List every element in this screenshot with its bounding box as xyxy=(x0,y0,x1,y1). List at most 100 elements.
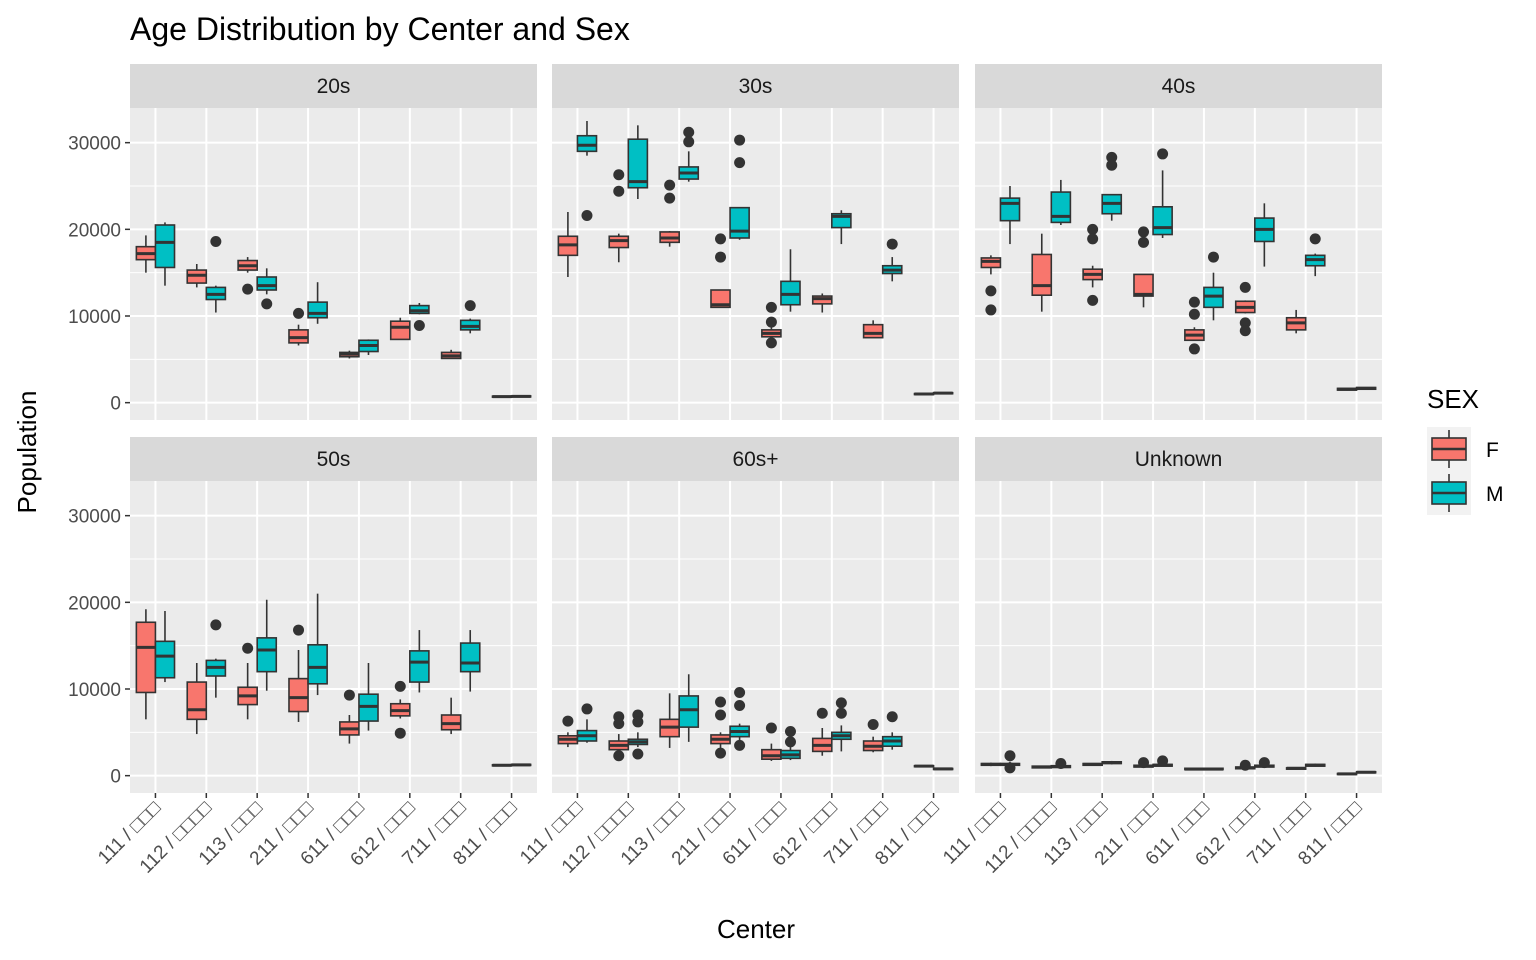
facet-strip-label: Unknown xyxy=(1135,448,1223,471)
box-m xyxy=(205,619,227,698)
box-m xyxy=(1050,758,1072,770)
box-m xyxy=(1050,179,1072,225)
facet-panels: 20s 0 10000 20000 30000 30s 40s 50s 0 10000 20000 3… xyxy=(68,64,1382,878)
outlier-point xyxy=(1004,762,1016,774)
box-m xyxy=(1152,148,1173,238)
box-f xyxy=(811,293,833,313)
outlier-point xyxy=(734,157,746,169)
outlier-point xyxy=(835,707,847,719)
box-m xyxy=(831,210,852,245)
box-f xyxy=(1133,757,1154,769)
box-iqr xyxy=(288,677,309,713)
box-iqr xyxy=(154,224,176,269)
outlier-point xyxy=(613,185,625,197)
panel-background xyxy=(130,108,537,420)
panel-background xyxy=(130,481,537,793)
outlier-point xyxy=(242,283,254,295)
outlier-point xyxy=(1106,159,1118,171)
y-tick-label: 30000 xyxy=(68,507,121,528)
outlier-point xyxy=(683,126,695,138)
outlier-point xyxy=(242,642,254,654)
box-f xyxy=(980,762,1002,767)
box-m xyxy=(1355,770,1377,774)
outlier-point xyxy=(581,209,593,221)
box-m xyxy=(459,630,481,692)
y-tick-label: 10000 xyxy=(68,680,121,701)
outlier-point xyxy=(1239,325,1251,337)
box-f xyxy=(710,696,731,759)
outlier-point xyxy=(765,301,777,313)
outlier-point xyxy=(464,300,476,312)
box-f xyxy=(288,624,309,722)
box-f xyxy=(608,711,630,762)
outlier-point xyxy=(886,711,898,723)
box-m xyxy=(1203,767,1224,771)
outlier-point xyxy=(562,715,574,727)
box-f xyxy=(710,233,731,309)
box-f xyxy=(913,392,935,396)
outlier-point xyxy=(1106,151,1118,163)
outlier-point xyxy=(1258,757,1270,769)
box-m xyxy=(409,630,430,693)
facet-strip-label: 20s xyxy=(317,75,351,98)
box-f xyxy=(608,169,630,263)
box-m xyxy=(999,186,1021,245)
box-f xyxy=(761,301,782,349)
box-f xyxy=(237,642,258,720)
box-m xyxy=(729,134,750,240)
box-iqr xyxy=(678,695,700,728)
facet-strip-label: 40s xyxy=(1162,75,1196,98)
facet-strip xyxy=(130,64,537,108)
outlier-point xyxy=(613,169,625,181)
outlier-point xyxy=(1138,757,1150,769)
legend-key-f xyxy=(1427,427,1471,471)
box-m xyxy=(307,282,328,324)
outlier-point xyxy=(1309,233,1321,245)
box-m xyxy=(409,303,430,332)
outlier-point xyxy=(1207,251,1219,263)
outlier-point xyxy=(985,304,997,316)
outlier-point xyxy=(394,680,406,692)
outlier-point xyxy=(784,725,796,737)
outlier-point xyxy=(1004,750,1016,762)
outlier-point xyxy=(715,696,727,708)
legend-label-f: F xyxy=(1486,439,1499,462)
box-f xyxy=(1031,233,1053,312)
y-tick-label: 0 xyxy=(110,767,121,788)
box-m xyxy=(1254,203,1275,267)
outlier-point xyxy=(210,619,222,631)
box-m xyxy=(932,391,954,395)
outlier-point xyxy=(1138,226,1150,238)
box-m xyxy=(154,611,176,683)
box-m xyxy=(358,663,379,731)
outlier-point xyxy=(632,748,644,760)
box-f xyxy=(1234,281,1256,337)
box-iqr xyxy=(627,138,649,189)
facet-strip xyxy=(552,437,959,481)
outlier-point xyxy=(1087,233,1099,245)
outlier-point xyxy=(715,233,727,245)
outlier-point xyxy=(765,337,777,349)
box-f xyxy=(237,257,258,295)
y-tick-label: 20000 xyxy=(68,220,121,241)
facet-panel-60s: 60s+111 / □□□112 / □□□□113 / □□□211 / □□… xyxy=(516,437,959,878)
box-iqr xyxy=(459,642,481,673)
y-tick-label: 0 xyxy=(110,394,121,415)
box-f xyxy=(1234,759,1256,771)
box-m xyxy=(1304,233,1326,277)
outlier-point xyxy=(1188,343,1200,355)
box-f xyxy=(913,764,935,768)
box-iqr xyxy=(1152,206,1173,236)
outlier-point xyxy=(765,722,777,734)
facet-panel-30s: 30s xyxy=(552,64,959,420)
box-m xyxy=(831,697,852,752)
outlier-point xyxy=(664,179,676,191)
box-iqr xyxy=(1050,191,1072,224)
outlier-point xyxy=(784,736,796,748)
facet-strip-label: 50s xyxy=(317,448,351,471)
box-m xyxy=(881,238,903,282)
box-iqr xyxy=(135,621,157,694)
box-m xyxy=(1254,757,1275,769)
